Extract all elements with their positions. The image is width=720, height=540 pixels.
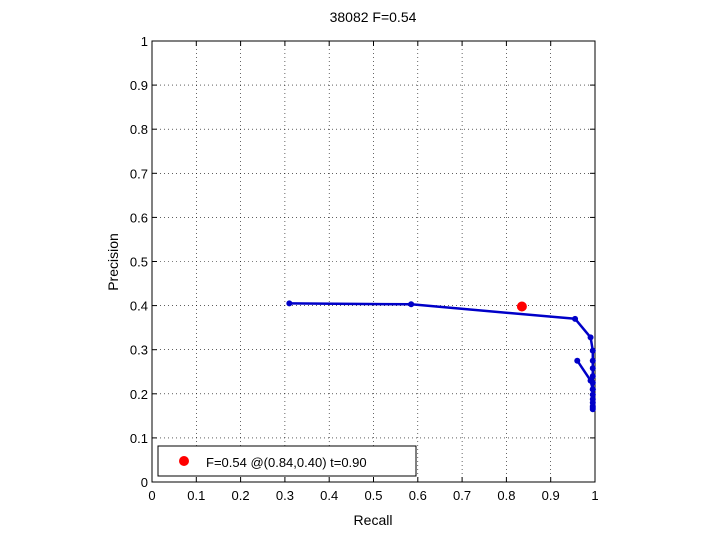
series-point [589, 386, 596, 393]
y-tick-label: 0.8 [130, 122, 148, 137]
x-tick-label: 0.9 [542, 488, 560, 503]
series-point [589, 391, 596, 398]
series-point [587, 334, 594, 341]
legend: F=0.54 @(0.84,0.40) t=0.90 [157, 445, 417, 477]
x-tick-label: 1 [591, 488, 598, 503]
y-tick-label: 0.5 [130, 255, 148, 270]
series-layer [286, 300, 596, 413]
best-point-layer [516, 301, 527, 312]
series-point [286, 300, 293, 307]
y-tick-label: 0.7 [130, 166, 148, 181]
y-tick-label: 0.2 [130, 387, 148, 402]
x-tick-label: 0.6 [409, 488, 427, 503]
y-axis-label: Precision [105, 233, 121, 291]
x-tick-label: 0.1 [187, 488, 205, 503]
grid-lines [152, 41, 595, 482]
series-point [589, 357, 596, 364]
series-point [572, 315, 579, 322]
y-tick-label: 0.1 [130, 431, 148, 446]
series-point [587, 377, 594, 384]
y-tick-label: 0.3 [130, 343, 148, 358]
chart-title: 38082 F=0.54 [330, 9, 417, 25]
axis-ticks: 0 0.1 0.2 0.3 0.4 0.5 0.6 0.7 0.8 0.9 1 0 0.1 0.2 0.3 0… [130, 34, 599, 503]
x-tick-label: 0.8 [497, 488, 515, 503]
legend-label: F=0.54 @(0.84,0.40) t=0.90 [206, 455, 367, 470]
x-tick-label: 0 [148, 488, 155, 503]
x-tick-label: 0.5 [364, 488, 382, 503]
x-tick-label: 0.2 [232, 488, 250, 503]
y-tick-label: 0.6 [130, 210, 148, 225]
series-point [589, 365, 596, 372]
series-point [574, 357, 581, 364]
x-axis-label: Recall [354, 512, 393, 528]
legend-marker [179, 456, 189, 466]
series-point [589, 406, 596, 413]
series-point [408, 301, 415, 308]
y-tick-label: 0 [141, 475, 148, 490]
y-tick-label: 0.4 [130, 299, 148, 314]
best-f-point [516, 301, 527, 312]
x-tick-label: 0.4 [320, 488, 338, 503]
y-tick-label: 0.9 [130, 78, 148, 93]
x-tick-label: 0.7 [453, 488, 471, 503]
legend-box [157, 445, 417, 477]
series-point [589, 347, 596, 354]
x-tick-label: 0.3 [276, 488, 294, 503]
y-tick-label: 1 [141, 34, 148, 49]
